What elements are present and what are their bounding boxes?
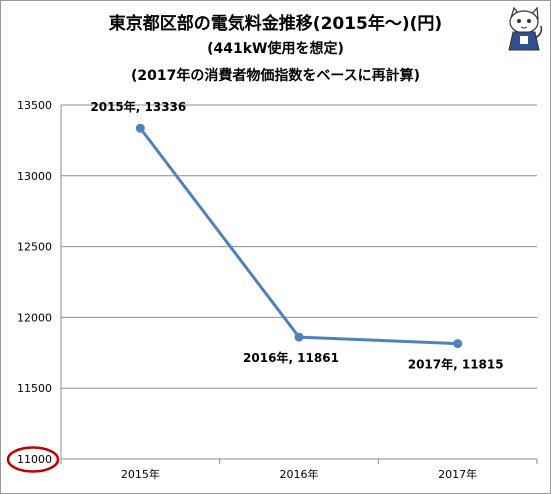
data-label: 2017年, 11815: [408, 357, 504, 372]
highlight-circle: [6, 446, 60, 473]
y-tick-label: 13000: [17, 170, 52, 183]
x-tick-label: 2015年: [121, 467, 160, 481]
chart-subtitle-1: (441kW使用を想定): [207, 41, 344, 57]
data-point: [453, 339, 463, 349]
y-tick-label: 12500: [17, 241, 52, 254]
data-point: [294, 332, 304, 342]
data-label: 2016年, 11861: [243, 350, 339, 365]
y-tick-label: 13500: [17, 99, 52, 112]
chart-title: 東京都区部の電気料金推移(2015年〜)(円): [108, 14, 443, 34]
data-label: 2015年, 13336: [90, 99, 186, 114]
y-tick-label: 11500: [17, 382, 52, 395]
y-tick-label: 11000: [17, 453, 52, 466]
data-point: [135, 123, 145, 133]
chart-subtitle-2: (2017年の消費者物価指数をベースに再計算): [130, 68, 421, 84]
cat-mascot-icon: [508, 6, 543, 51]
y-tick-label: 12000: [17, 311, 52, 324]
x-tick-label: 2017年: [438, 467, 477, 481]
series-line: [139, 127, 458, 346]
x-tick-label: 2016年: [280, 467, 319, 481]
